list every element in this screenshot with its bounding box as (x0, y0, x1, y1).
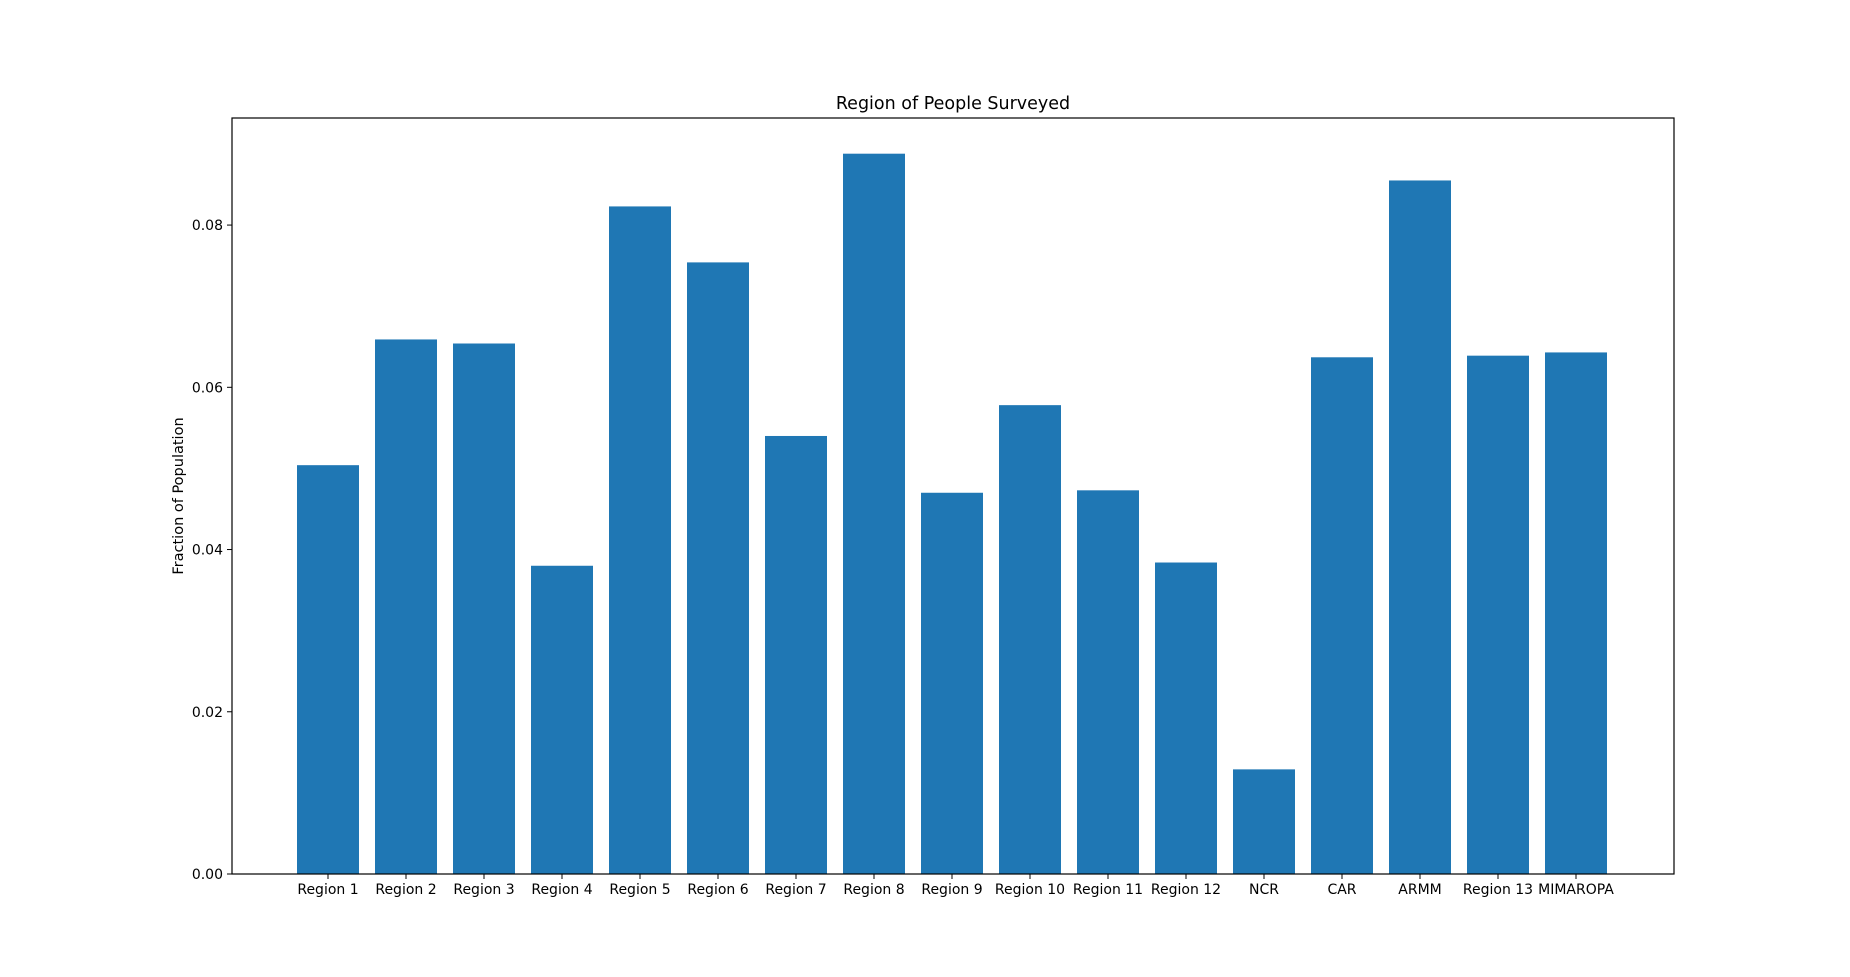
x-tick-label: Region 10 (995, 882, 1065, 898)
bar-region-7 (765, 435, 827, 874)
x-tick-label: Region 7 (765, 882, 826, 898)
x-tick-label: Region 5 (609, 882, 670, 898)
y-tick-label: 0.04 (192, 543, 223, 559)
bar-mimaropa (1545, 352, 1607, 874)
plot-frame (231, 117, 1675, 875)
x-tick-label: Region 2 (375, 882, 436, 898)
x-tick-label: Region 12 (1151, 882, 1221, 898)
x-tick-label: CAR (1327, 882, 1356, 898)
y-tick-label: 0.08 (192, 218, 223, 234)
bar-armm (1389, 180, 1451, 874)
y-axis-ticks: 0.00 0.02 0.04 0.06 0.08 (192, 218, 232, 883)
x-tick-label: Region 13 (1463, 882, 1533, 898)
x-tick-label: NCR (1249, 882, 1279, 898)
bar-region-2 (375, 339, 437, 874)
x-tick-label: Region 11 (1073, 882, 1143, 898)
bar-ncr (1233, 769, 1295, 874)
bar-region-5 (609, 206, 671, 874)
x-tick-label: Region 6 (687, 882, 748, 898)
x-tick-label: Region 3 (453, 882, 514, 898)
chart-title: Region of People Surveyed (836, 94, 1070, 114)
bar-region-3 (453, 343, 515, 874)
bar-region-11 (1077, 490, 1139, 874)
bar-region-12 (1155, 562, 1217, 874)
bar-region-10 (999, 405, 1061, 874)
x-tick-label: Region 1 (297, 882, 358, 898)
x-tick-label: ARMM (1398, 882, 1441, 898)
x-tick-label: Region 9 (921, 882, 982, 898)
x-tick-label: MIMAROPA (1538, 882, 1614, 898)
bar-region-9 (921, 492, 983, 874)
bar-region-13 (1467, 355, 1529, 874)
bars-group (297, 153, 1607, 875)
y-tick-label: 0.06 (192, 380, 223, 396)
y-tick-label: 0.02 (192, 705, 223, 721)
x-tick-label: Region 8 (843, 882, 904, 898)
y-axis-label: Fraction of Population (171, 417, 187, 574)
y-tick-label: 0.00 (192, 867, 223, 883)
x-tick-label: Region 4 (531, 882, 592, 898)
bar-region-4 (531, 565, 593, 874)
bar-region-1 (297, 465, 359, 874)
bar-car (1311, 357, 1373, 874)
x-axis-ticks: Region 1 Region 2 Region 3 Region 4 Region 5… (297, 874, 1614, 898)
bar-region-6 (687, 262, 749, 875)
bar-region-8 (843, 153, 905, 875)
